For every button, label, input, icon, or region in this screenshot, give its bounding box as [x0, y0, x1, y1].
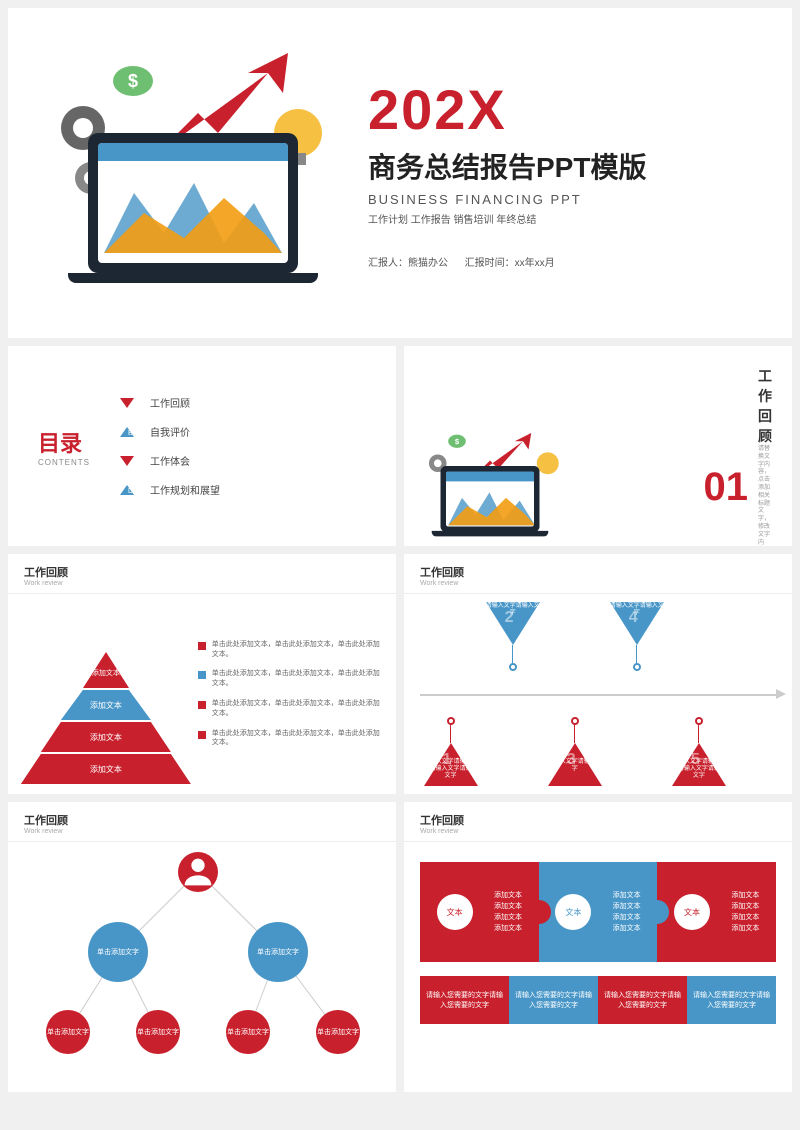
toc-label: 工作回顾 — [150, 395, 190, 410]
pyramid-level: 添加文本 — [61, 690, 151, 720]
puzzle-piece: 文本添加文本添加文本添加文本添加文本 — [539, 862, 658, 962]
timeline-item: 请输入文字请输入文字请输入文字请输入文字1 — [424, 717, 478, 786]
section-desc: 请替换文字内容，点击添加相关标题文字，修改文字内容，也可以直接复制你的内容到此。 — [758, 446, 772, 546]
timeline-item: 请输入文字请输入文字4 — [610, 602, 664, 671]
hero-subtitle: BUSINESS FINANCING PPT — [368, 192, 742, 207]
section-number: 01 — [704, 465, 749, 509]
slide-toc: 目录 CONTENTS A工作回顾 B自我评价 C工作体会 D工作规划和展望 — [8, 346, 396, 546]
hero-tags: 工作计划 工作报告 销售培训 年终总结 — [368, 211, 742, 226]
org-node: 单击添加文字 — [248, 922, 308, 982]
timeline-item: 请输入文字请输入文字2 — [486, 602, 540, 671]
hero-title: 商务总结报告PPT模版 — [368, 146, 742, 186]
puzzle-piece: 文本添加文本添加文本添加文本添加文本 — [420, 862, 539, 962]
svg-text:$: $ — [455, 437, 460, 446]
org-node: 单击添加文字 — [316, 1010, 360, 1054]
pyramid-text: 单击此处添加文本，单击此处添加文本，单击此处添加文本。 — [198, 699, 380, 719]
toc-label: 工作规划和展望 — [150, 482, 220, 497]
puzzle-bar: 请输入您需要的文字请输入您需要的文字 — [420, 976, 509, 1024]
toc-marker — [120, 456, 134, 466]
timeline-item: 请输入文字请输入文字请输入文字请输入文字5 — [672, 717, 726, 786]
org-node: 单击添加文字 — [88, 922, 148, 982]
toc-title-en: CONTENTS — [38, 458, 90, 467]
pyramid-level: 添加文本 — [21, 754, 191, 784]
toc-item: D工作规划和展望 — [120, 482, 220, 497]
slide-org: 工作回顾Work review 单击添加文字单击添加文字单击添加文字单击添加文字… — [8, 802, 396, 1092]
pyramid-level: 添加文本 — [83, 652, 129, 688]
puzzle-bar: 请输入您需要的文字请输入您需要的文字 — [598, 976, 687, 1024]
toc-label: 自我评价 — [150, 424, 190, 439]
hero-illustration: $ — [58, 63, 338, 283]
slide-section: $ 01 工作回顾 请替换文字内容，点击添加相关标题文字，修 — [404, 346, 792, 546]
org-node: 单击添加文字 — [226, 1010, 270, 1054]
slide-hero: $ 202X 商务总结报告PPT模版 BUSINESS FINANCING PP… — [8, 8, 792, 338]
toc-item: C工作体会 — [120, 453, 220, 468]
pyramid-text: 单击此处添加文本，单击此处添加文本，单击此处添加文本。 — [198, 669, 380, 689]
toc-item: B自我评价 — [120, 424, 220, 439]
org-node: 单击添加文字 — [136, 1010, 180, 1054]
puzzle-piece: 文本添加文本添加文本添加文本添加文本 — [657, 862, 776, 962]
org-node — [178, 852, 218, 892]
slide-grid: $ 202X 商务总结报告PPT模版 BUSINESS FINANCING PP… — [8, 8, 792, 1122]
toc-title: 目录 — [38, 426, 90, 458]
pyramid-level: 添加文本 — [41, 722, 171, 752]
toc-item: A工作回顾 — [120, 395, 220, 410]
pyramid-text: 单击此处添加文本，单击此处添加文本，单击此处添加文本。 — [198, 640, 380, 660]
org-node: 单击添加文字 — [46, 1010, 90, 1054]
svg-text:$: $ — [128, 71, 138, 91]
slide-puzzle: 工作回顾Work review 文本添加文本添加文本添加文本添加文本文本添加文本… — [404, 802, 792, 1092]
toc-label: 工作体会 — [150, 453, 190, 468]
slide-pyramid: 工作回顾Work review 添加文本添加文本添加文本添加文本 单击此处添加文… — [8, 554, 396, 794]
section-title: 工作回顾 — [758, 366, 772, 446]
hero-meta: 汇报人：熊猫办公 汇报时间：xx年xx月 — [368, 254, 742, 269]
pyramid-text: 单击此处添加文本，单击此处添加文本，单击此处添加文本。 — [198, 729, 380, 749]
puzzle-bar: 请输入您需要的文字请输入您需要的文字 — [509, 976, 598, 1024]
toc-marker — [120, 398, 134, 408]
slide-timeline: 工作回顾Work review 请输入文字请输入文字请输入文字请输入文字1请输入… — [404, 554, 792, 794]
hero-year: 202X — [368, 77, 742, 142]
timeline-item: 请输入文字请输入文字3 — [548, 717, 602, 786]
puzzle-bar: 请输入您需要的文字请输入您需要的文字 — [687, 976, 776, 1024]
section-illustration: $ — [424, 433, 572, 543]
